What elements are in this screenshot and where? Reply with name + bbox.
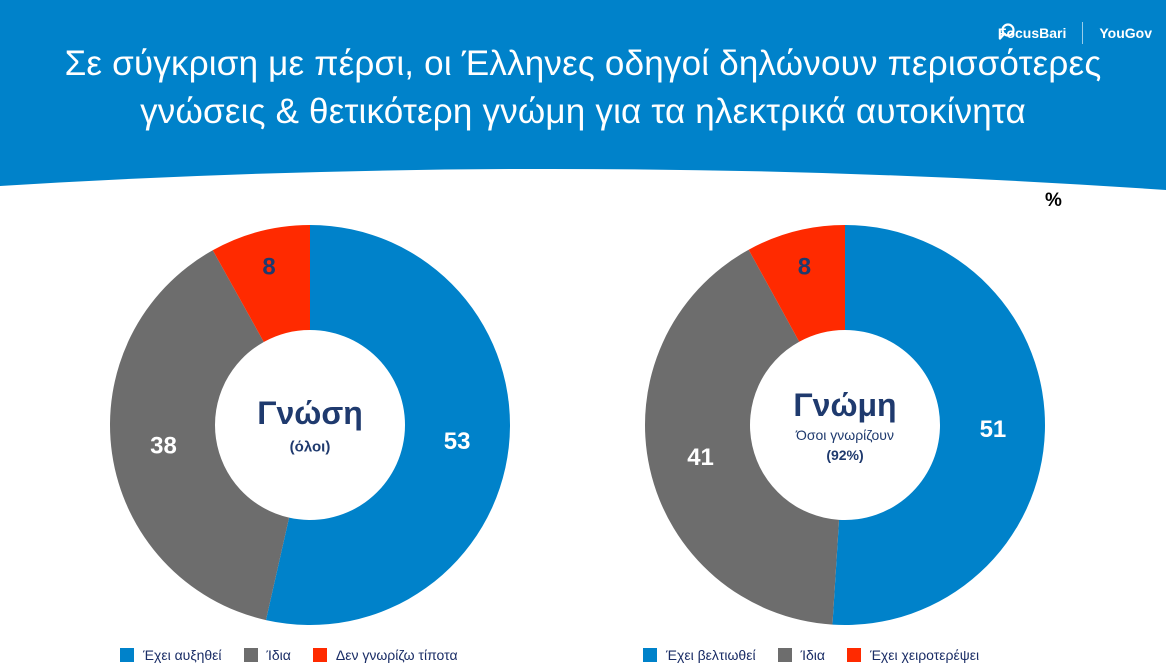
center-subtitle-2: (92%) [826, 447, 863, 463]
data-label-0: 53 [444, 428, 471, 455]
legend-swatch [643, 648, 657, 662]
legend-opinion: Έχει βελτιωθεί Ίδια Έχει χειροτερέψει [643, 644, 1001, 666]
logo-bar: FocusBari YouGov [998, 22, 1152, 44]
data-label-0: 51 [980, 416, 1007, 443]
legend-item-category-2: Δεν γνωρίζω τίποτα [312, 647, 458, 663]
slice-1 [110, 250, 290, 621]
page-title-line-1: Σε σύγκριση με πέρσι, οι Έλληνες οδηγοί … [64, 44, 1102, 83]
chart-opinion: 51 41 8 Γνώμη Όσοι γνωρίζουν (92%) [635, 215, 1055, 635]
legend-item-category-0: Έχει βελτιωθεί [643, 647, 756, 663]
slice-1 [644, 249, 840, 625]
legend-swatch [312, 648, 327, 662]
slice-2 [748, 225, 845, 342]
data-label-1: 38 [150, 433, 177, 460]
donut-chart-opinion: 51 41 8 Γνώμη Όσοι γνωρίζουν (92%) [644, 225, 1045, 625]
data-label-2: 8 [798, 254, 811, 281]
center-subtitle: Όσοι γνωρίζουν [795, 427, 894, 443]
focusbari-logo-text: FocusBari [997, 25, 1067, 41]
data-label-2: 8 [262, 254, 275, 281]
legend-item-category-1: Ίδια [243, 647, 291, 663]
focusbari-logo: FocusBari [997, 23, 1067, 41]
slice-0 [265, 225, 511, 625]
legend-label: Έχει αυξηθεί [143, 647, 222, 663]
donut-chart-knowledge: 53 38 8 Γνώση (όλοι) [110, 225, 511, 625]
legend-label: Έχει χειροτερέψει [869, 647, 980, 663]
page-title-line-2: γνώσεις & θετικότερη γνώμη για τα ηλεκτρ… [140, 92, 1026, 131]
data-label-1: 41 [687, 444, 714, 471]
legend-swatch [777, 648, 792, 662]
legend-swatch [846, 648, 861, 662]
legend-swatch [243, 648, 258, 662]
banner-shape [0, 0, 1166, 190]
legend-item-category-0: Έχει αυξηθεί [120, 647, 222, 663]
center-title: Γνώση [257, 395, 363, 431]
page-title: Σε σύγκριση με πέρσι, οι Έλληνες οδηγοί … [0, 40, 1166, 136]
legend-label: Έχει βελτιωθεί [666, 647, 756, 663]
search-magnifier-icon [998, 23, 1015, 40]
legend-label: Ίδια [266, 647, 291, 663]
legend-item-category-1: Ίδια [777, 647, 825, 663]
legend-label: Δεν γνωρίζω τίποτα [335, 647, 458, 663]
legend-swatch [120, 648, 134, 662]
chart-knowledge: 53 38 8 Γνώση (όλοι) [100, 215, 520, 635]
slice-2 [212, 225, 310, 342]
legend-knowledge: Έχει αυξηθεί Ίδια Δεν γνωρίζω τίποτα [120, 644, 480, 666]
legend-label: Ίδια [800, 647, 825, 663]
header-banner: FocusBari YouGov Σε σύγκριση με πέρσι, ο… [0, 0, 1166, 215]
percent-unit-label: % [1045, 190, 1062, 211]
yougov-logo: YouGov [1099, 25, 1152, 41]
slice-0 [832, 225, 1045, 625]
center-title: Γνώμη [793, 387, 896, 423]
center-subtitle: (όλοι) [290, 439, 331, 456]
logo-divider [1082, 22, 1084, 44]
legend-item-category-2: Έχει χειροτερέψει [846, 647, 980, 663]
